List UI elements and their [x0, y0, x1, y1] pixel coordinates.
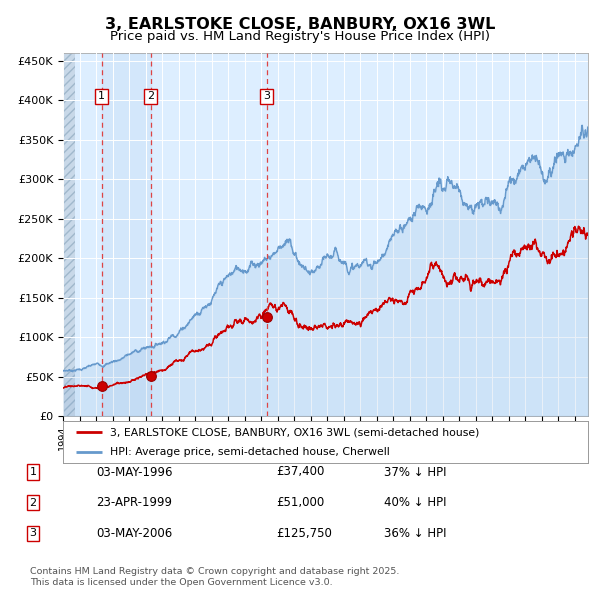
Text: 2: 2: [29, 498, 37, 507]
Text: 3, EARLSTOKE CLOSE, BANBURY, OX16 3WL: 3, EARLSTOKE CLOSE, BANBURY, OX16 3WL: [105, 17, 495, 32]
Text: 1: 1: [29, 467, 37, 477]
Text: 36% ↓ HPI: 36% ↓ HPI: [384, 527, 446, 540]
Text: Price paid vs. HM Land Registry's House Price Index (HPI): Price paid vs. HM Land Registry's House …: [110, 30, 490, 43]
Text: 40% ↓ HPI: 40% ↓ HPI: [384, 496, 446, 509]
Text: 3: 3: [263, 91, 270, 101]
Text: HPI: Average price, semi-detached house, Cherwell: HPI: Average price, semi-detached house,…: [110, 447, 390, 457]
Text: 23-APR-1999: 23-APR-1999: [96, 496, 172, 509]
Text: 3: 3: [29, 529, 37, 538]
Text: 03-MAY-2006: 03-MAY-2006: [96, 527, 172, 540]
Text: 37% ↓ HPI: 37% ↓ HPI: [384, 466, 446, 478]
Text: Contains HM Land Registry data © Crown copyright and database right 2025.
This d: Contains HM Land Registry data © Crown c…: [30, 566, 400, 588]
Text: 1: 1: [98, 91, 105, 101]
Text: 3, EARLSTOKE CLOSE, BANBURY, OX16 3WL (semi-detached house): 3, EARLSTOKE CLOSE, BANBURY, OX16 3WL (s…: [110, 427, 479, 437]
Text: £37,400: £37,400: [276, 466, 325, 478]
Text: 2: 2: [147, 91, 154, 101]
Text: 03-MAY-1996: 03-MAY-1996: [96, 466, 173, 478]
Text: £125,750: £125,750: [276, 527, 332, 540]
Text: £51,000: £51,000: [276, 496, 324, 509]
Bar: [101, 53, 151, 416]
